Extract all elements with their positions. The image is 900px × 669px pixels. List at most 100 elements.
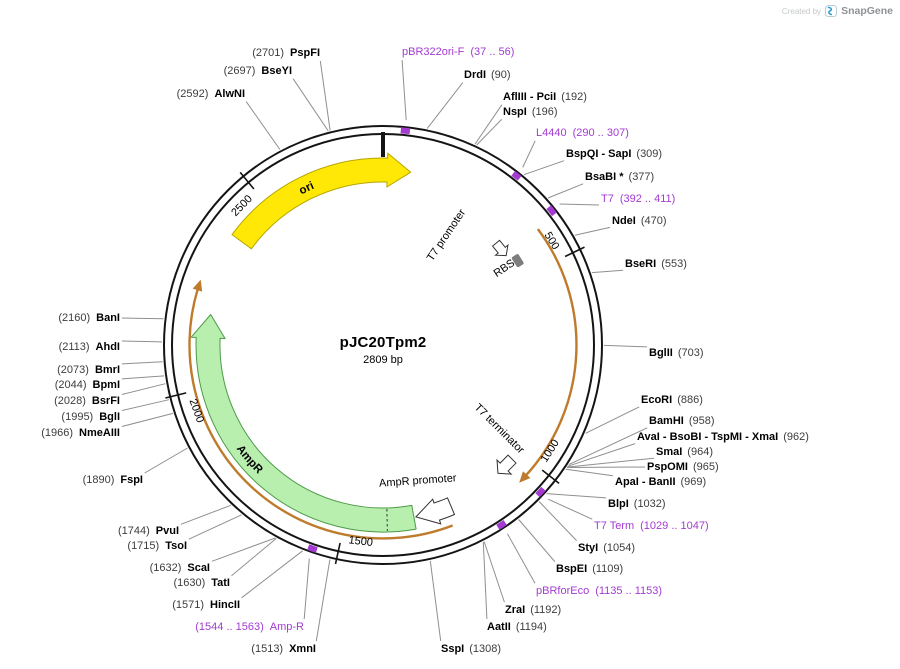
enzyme-label-bspqi-sapi[interactable]: BspQI - SapI (309) — [566, 148, 662, 160]
backbone-outer-circle — [163, 125, 603, 565]
primer-label-amp-r[interactable]: (1544 .. 1563) Amp-R — [195, 621, 304, 633]
primer-label-pbr322ori-f[interactable]: pBR322ori-F (37 .. 56) — [402, 46, 514, 58]
callout-line-avai-bsobi-tspmi-xmai — [567, 443, 636, 467]
callout-line-apai-banii — [565, 468, 614, 477]
t7-terminator-icon[interactable] — [491, 452, 519, 480]
t7-promoter-icon[interactable] — [490, 238, 513, 261]
enzyme-label-bani[interactable]: (2160) BanI — [58, 312, 120, 324]
callout-line-styi — [538, 501, 577, 541]
enzyme-label-nspi[interactable]: NspI (196) — [503, 106, 558, 118]
callout-line-pbrforeco — [506, 533, 536, 584]
enzyme-label-avai-bsobi-tspmi-xmai[interactable]: AvaI - BsoBI - TspMI - XmaI (962) — [637, 431, 809, 443]
primer-label-t7[interactable]: T7 (392 .. 411) — [601, 193, 675, 205]
watermark-created-by-text: Created by — [781, 6, 822, 16]
callout-line-tati — [231, 538, 277, 577]
callout-line-bgli — [121, 399, 170, 411]
enzyme-label-hincii[interactable]: (1571) HincII — [172, 599, 240, 611]
callout-line-bseri — [591, 269, 624, 274]
callout-line-bspei — [518, 519, 556, 562]
enzyme-label-bamhi[interactable]: BamHI (958) — [649, 415, 715, 427]
enzyme-label-ahdi[interactable]: (2113) AhdI — [59, 341, 120, 353]
enzyme-label-fspi[interactable]: (1890) FspI — [83, 474, 143, 486]
watermark-brand-text: SnapGene — [841, 5, 893, 17]
inner-label-ampr-promoter: AmpR promoter — [379, 472, 458, 489]
callout-line-l4440 — [522, 140, 536, 168]
backbone-inner-circle — [171, 133, 595, 557]
enzyme-label-styi[interactable]: StyI (1054) — [578, 542, 635, 554]
enzyme-label-bmri[interactable]: (2073) BmrI — [57, 364, 120, 376]
enzyme-label-bsabi[interactable]: BsaBI * (377) — [585, 171, 654, 183]
enzyme-label-tati[interactable]: (1630) TatI — [173, 577, 230, 589]
snapgene-watermark: Created by SnapGene — [782, 5, 893, 17]
enzyme-label-nmeaiii[interactable]: (1966) NmeAIII — [41, 427, 120, 439]
callout-line-pvui — [180, 504, 231, 525]
primer-site-t7-term[interactable] — [535, 486, 546, 498]
primer-site-l4440[interactable] — [511, 170, 522, 181]
callout-line-t7 — [559, 203, 600, 206]
primer-label-t7-term[interactable]: T7 Term (1029 .. 1047) — [594, 520, 709, 532]
callout-line-smai — [567, 457, 655, 468]
enzyme-label-ndei[interactable]: NdeI (470) — [612, 215, 667, 227]
signal-boundary-dash — [386, 508, 388, 531]
callout-line-nmeaiii — [121, 412, 174, 427]
callout-line-bsrfi — [121, 383, 166, 395]
primer-label-pbrforeco[interactable]: pBRforEco (1135 .. 1153) — [536, 585, 662, 597]
callout-line-alwni — [245, 101, 281, 150]
callout-line-blpi — [546, 493, 607, 499]
callout-line-bspqi-sapi — [523, 160, 565, 176]
callout-line-bglii — [603, 344, 648, 348]
transcript-arc-1 — [188, 287, 454, 540]
feature-label-ori: ori — [297, 180, 316, 197]
callout-line-bmri — [121, 361, 163, 365]
tick-2500 — [239, 171, 255, 190]
enzyme-label-pspomi[interactable]: PspOMI (965) — [647, 461, 719, 473]
enzyme-label-bseri[interactable]: BseRI (553) — [625, 258, 687, 270]
primer-site-layer — [307, 127, 557, 553]
primer-label-l4440[interactable]: L4440 (290 .. 307) — [536, 127, 629, 139]
callout-line-afliii-pcii — [474, 104, 503, 145]
enzyme-label-tsoi[interactable]: (1715) TsoI — [127, 540, 187, 552]
enzyme-label-scai[interactable]: (1632) ScaI — [150, 562, 210, 574]
callout-line-zrai — [483, 541, 505, 603]
enzyme-label-apai-banii[interactable]: ApaI - BanII (969) — [615, 476, 706, 488]
inner-label-t7-terminator: T7 terminator — [472, 402, 527, 457]
callout-line-pspomi — [566, 466, 646, 468]
enzyme-label-bglii[interactable]: BglII (703) — [649, 347, 704, 359]
enzyme-label-bpmi[interactable]: (2044) BpmI — [55, 379, 120, 391]
inner-label-t7-promoter: T7 promoter — [425, 207, 469, 264]
enzyme-label-blpi[interactable]: BlpI (1032) — [608, 498, 666, 510]
enzyme-label-aatii[interactable]: AatII (1194) — [487, 621, 547, 633]
feature-ampr[interactable] — [190, 314, 417, 533]
primer-site-amp-r[interactable] — [307, 544, 318, 553]
enzyme-label-afliii-pcii[interactable]: AflIII - PciI (192) — [503, 91, 587, 103]
enzyme-label-ecori[interactable]: EcoRI (886) — [641, 394, 703, 406]
callout-line-drdi — [426, 82, 464, 129]
callout-line-bseyi — [292, 78, 329, 132]
enzyme-label-xmni[interactable]: (1513) XmnI — [251, 643, 316, 655]
enzyme-label-zrai[interactable]: ZraI (1192) — [505, 604, 561, 616]
enzyme-label-pspfi[interactable]: (2701) PspFI — [252, 47, 320, 59]
callout-line-nspi — [476, 119, 502, 146]
enzyme-label-bspei[interactable]: BspEI (1109) — [556, 563, 623, 575]
enzyme-label-pvui[interactable]: (1744) PvuI — [118, 525, 179, 537]
feature-ori[interactable] — [231, 152, 412, 250]
transcript-arrowhead-1 — [192, 279, 203, 292]
snapgene-logo-icon — [825, 5, 838, 17]
rbs-icon[interactable] — [511, 253, 524, 268]
primer-site-pbrforeco[interactable] — [496, 520, 507, 530]
tick-label-500: 500 — [542, 230, 562, 252]
callout-line-aatii — [482, 541, 488, 620]
enzyme-label-drdi[interactable]: DrdI (90) — [464, 69, 511, 81]
callout-line-xmni — [315, 559, 331, 642]
ampr-promoter-icon[interactable] — [414, 497, 456, 525]
primer-site-t7[interactable] — [546, 205, 557, 217]
primer-site-pbr322ori-f[interactable] — [400, 127, 411, 135]
enzyme-label-alwni[interactable]: (2592) AlwNI — [177, 88, 245, 100]
enzyme-label-bsrfi[interactable]: (2028) BsrFI — [54, 395, 120, 407]
enzyme-label-sspi[interactable]: SspI (1308) — [441, 643, 501, 655]
enzyme-label-bgli[interactable]: (1995) BglI — [61, 411, 120, 423]
enzyme-label-bseyi[interactable]: (2697) BseYI — [224, 65, 292, 77]
enzyme-label-smai[interactable]: SmaI (964) — [656, 446, 713, 458]
callout-line-bsabi — [547, 183, 584, 199]
